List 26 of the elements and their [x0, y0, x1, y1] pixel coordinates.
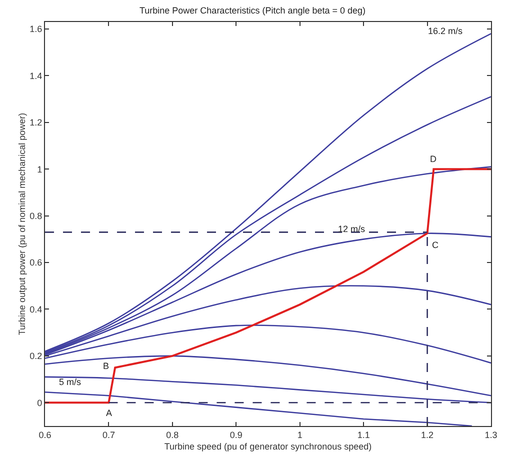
y-tick-label: 0.4	[30, 304, 42, 314]
annotation: A	[106, 408, 112, 418]
y-tick-label: 0	[37, 398, 42, 408]
y-tick-label: 1.6	[30, 24, 42, 34]
chart-title: Turbine Power Characteristics (Pitch angle beta = 0 deg)	[139, 5, 366, 16]
x-tick-label: 1	[297, 430, 302, 440]
x-tick-label: 1.3	[484, 430, 498, 440]
y-tick-label: 1.2	[30, 118, 42, 128]
x-tick-label: 0.7	[102, 430, 115, 440]
annotation: 5 m/s	[59, 377, 82, 387]
x-tick-label: 0.9	[230, 430, 242, 440]
y-tick-label: 0.2	[30, 351, 42, 362]
x-tick-label: 0.8	[166, 430, 179, 440]
annotation: D	[430, 154, 437, 164]
y-tick-label: 1.4	[30, 70, 42, 81]
annotation: 12 m/s	[338, 224, 366, 234]
x-tick-label: 1.2	[421, 430, 434, 440]
y-tick-label: 0.8	[30, 210, 42, 221]
annotation: B	[103, 361, 110, 371]
annotation: C	[432, 240, 439, 250]
x-tick-label: 1.1	[357, 430, 370, 440]
y-axis-title: Turbine output power (pu of nominal mechanical power)	[17, 112, 28, 336]
y-tick-label: 0.6	[30, 258, 42, 268]
x-axis-title: Turbine speed (pu of generator synchronous speed)	[164, 442, 372, 452]
annotation: 16.2 m/s	[428, 26, 464, 36]
y-tick-label: 1	[37, 164, 42, 174]
